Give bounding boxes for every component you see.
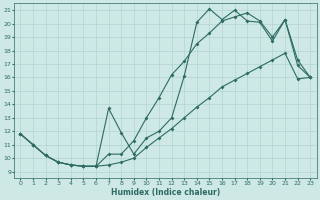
X-axis label: Humidex (Indice chaleur): Humidex (Indice chaleur) (111, 188, 220, 197)
